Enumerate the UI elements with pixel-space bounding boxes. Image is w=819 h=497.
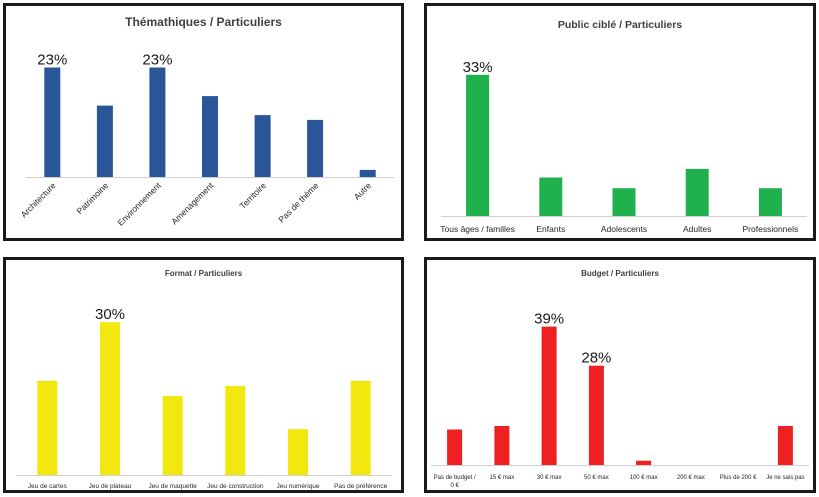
chart-public-cible-tick-label: Adultes	[683, 224, 711, 234]
chart-format-tick-label: Jeu de plateau	[89, 483, 132, 490]
chart-budget-bar	[541, 326, 557, 465]
chart-thematiques-bar	[254, 115, 271, 177]
chart-thematiques-data-label: 23%	[142, 52, 172, 69]
chart-public-cible-bar	[466, 74, 490, 216]
chart-public-cible: Public ciblé / Particuliers 33% Tous âges …	[424, 3, 816, 241]
chart-public-cible-bar	[758, 188, 782, 216]
chart-format-tick-label: Pas de préférence	[334, 483, 388, 490]
chart-format-bar	[225, 385, 246, 475]
chart-format-bar	[288, 429, 308, 475]
chart-thematiques: Thémathiques / Particuliers 23% Architectu…	[3, 3, 404, 241]
chart-thematiques-bar	[359, 169, 376, 177]
chart-format-bar	[37, 380, 58, 475]
chart-format-data-label: 30%	[95, 306, 125, 323]
chart-public-cible-tick-label: Adolescents	[601, 224, 647, 234]
chart-public-cible-tick-label: Enfants	[536, 224, 565, 234]
chart-public-cible-tick-label: Professionnels	[743, 224, 799, 234]
chart-budget-tick-label: Pas de budget /0 €	[434, 475, 476, 489]
chart-format-bar	[350, 380, 371, 475]
chart-budget-bar	[588, 365, 604, 465]
chart-budget-svg: Budget / Particuliers Pas de budget /0 € 1…	[431, 269, 809, 489]
chart-budget-bar	[636, 460, 652, 465]
chart-budget-tick-label: 50 € max	[584, 475, 609, 481]
chart-budget-data-label: 28%	[581, 350, 611, 367]
chart-thematiques-bar	[307, 119, 324, 177]
chart-format-tick-label: Jeu de cartes	[28, 483, 68, 490]
chart-thematiques-tick-label: Pas de thème	[276, 180, 320, 224]
chart-budget: Budget / Particuliers Pas de budget /0 € 1…	[424, 257, 816, 493]
chart-budget-tick-label: 15 € max	[490, 475, 515, 481]
chart-budget-bar	[777, 426, 793, 465]
chart-thematiques-tick-label: Territoire	[238, 180, 269, 211]
chart-public-cible-title: Public ciblé / Particuliers	[558, 19, 682, 31]
chart-format-tick-label: Jeu de construction	[207, 483, 264, 490]
chart-thematiques-bar	[44, 67, 61, 177]
chart-format-tick-label: Jeu de maquette	[148, 483, 197, 490]
chart-budget-data-label: 39%	[534, 311, 564, 328]
chart-thematiques-tick-label: Architecture	[19, 180, 58, 219]
chart-public-cible-data-label: 33%	[463, 59, 493, 76]
chart-public-cible-bar	[685, 168, 709, 216]
chart-budget-tick-label: 30 € max	[537, 475, 562, 481]
chart-format: Format / Particuliers Jeu de cartes 30% Jeu…	[3, 257, 404, 493]
chart-public-cible-bar	[539, 177, 563, 216]
chart-budget-tick-label: 200 € max	[677, 475, 705, 481]
chart-thematiques-bar	[149, 67, 166, 177]
chart-public-cible-tick-label: Tous âges / familles	[440, 224, 515, 234]
chart-format-tick-label: Jeu numérique	[277, 483, 320, 490]
chart-format-svg: Format / Particuliers Jeu de cartes 30% Jeu…	[16, 269, 392, 490]
chart-format-title: Format / Particuliers	[165, 269, 243, 278]
chart-budget-tick-label: Plus de 200 €	[720, 475, 757, 481]
chart-budget-bar	[494, 426, 510, 465]
chart-public-cible-bar	[612, 188, 636, 216]
chart-thematiques-svg: Thémathiques / Particuliers 23% Architectu…	[19, 15, 394, 228]
chart-budget-tick-label: 100 € max	[630, 475, 658, 481]
chart-thematiques-tick-label: Amenagement	[169, 180, 216, 227]
chart-format-bar	[100, 322, 120, 475]
chart-thematiques-tick-label: Environnement	[115, 180, 163, 228]
chart-thematiques-bar	[96, 105, 113, 177]
chart-thematiques-title: Thémathiques / Particuliers	[125, 15, 282, 29]
chart-thematiques-bar	[202, 96, 218, 177]
chart-public-cible-svg: Public ciblé / Particuliers 33% Tous âges …	[440, 19, 807, 234]
chart-format-bar	[162, 396, 183, 475]
chart-thematiques-tick-label: Autre	[352, 180, 374, 202]
chart-budget-title: Budget / Particuliers	[581, 269, 659, 278]
chart-thematiques-tick-label: Patrimoine	[74, 180, 110, 216]
chart-thematiques-data-label: 23%	[37, 52, 67, 69]
chart-budget-bar	[447, 429, 463, 465]
chart-budget-tick-label: Je ne sais pas	[766, 475, 804, 481]
